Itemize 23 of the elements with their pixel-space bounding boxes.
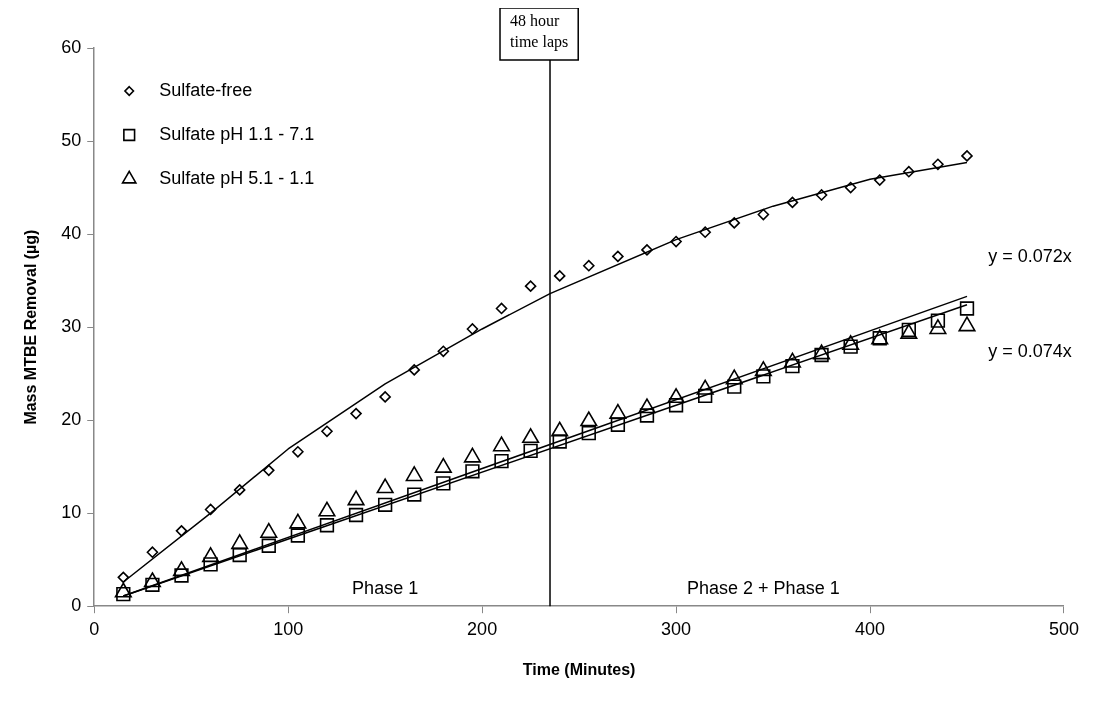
x-tick-label: 300 bbox=[661, 618, 692, 639]
ref-line-label: 48 hour time laps bbox=[510, 12, 569, 52]
y-axis-title: Mass MTBE Removal (µg) bbox=[22, 229, 40, 425]
x-axis-title: Time (Minutes) bbox=[522, 660, 636, 678]
x-tick-label: 0 bbox=[89, 618, 100, 639]
x-tick-label: 100 bbox=[273, 618, 304, 639]
x-tick-label: 200 bbox=[467, 618, 498, 639]
x-tick-label: 400 bbox=[855, 618, 886, 639]
y-tick-label: 50 bbox=[61, 130, 82, 150]
y-tick-label: 10 bbox=[61, 502, 82, 523]
y-tick-label: 60 bbox=[61, 36, 82, 57]
annotation: y = 0.072x bbox=[988, 245, 1072, 266]
y-tick-label: 0 bbox=[71, 595, 82, 616]
y-tick-label: 30 bbox=[61, 316, 82, 337]
legend-label: Sulfate pH 1.1 - 7.1 bbox=[159, 123, 315, 144]
y-tick-label: 40 bbox=[61, 223, 82, 244]
annotation: Phase 2 + Phase 1 bbox=[687, 577, 840, 598]
y-tick-label: 20 bbox=[61, 409, 82, 430]
annotation: Phase 1 bbox=[352, 577, 419, 598]
x-tick-label: 500 bbox=[1048, 618, 1080, 639]
legend-label: Sulfate pH 5.1 - 1.1 bbox=[159, 167, 315, 188]
annotation: y = 0.074x bbox=[988, 340, 1072, 361]
legend-label: Sulfate-free bbox=[159, 79, 253, 100]
